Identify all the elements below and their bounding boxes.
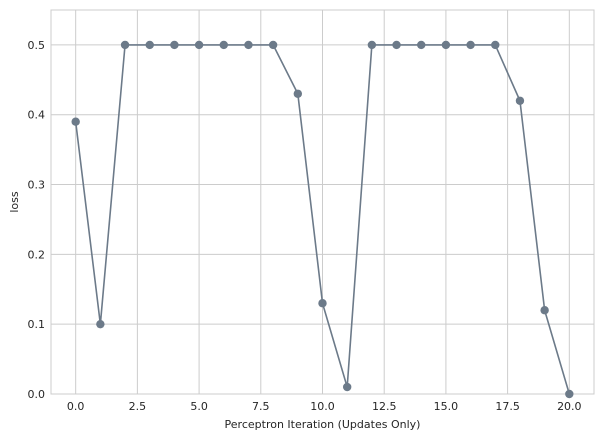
data-point-marker bbox=[268, 40, 278, 50]
y-tick-label: 0.3 bbox=[28, 179, 46, 192]
x-tick-label: 7.5 bbox=[252, 400, 270, 413]
y-tick-label: 0.1 bbox=[28, 318, 46, 331]
data-point-marker bbox=[194, 40, 204, 50]
data-point-marker bbox=[342, 382, 352, 392]
y-tick-label: 0.0 bbox=[28, 388, 46, 401]
data-point-marker bbox=[120, 40, 130, 50]
x-tick-label: 15.0 bbox=[434, 400, 459, 413]
grid bbox=[51, 10, 594, 395]
x-tick-label: 12.5 bbox=[372, 400, 397, 413]
y-axis-label: loss bbox=[8, 191, 21, 213]
series-markers bbox=[71, 40, 574, 399]
x-tick-label: 0.0 bbox=[67, 400, 85, 413]
data-point-marker bbox=[491, 40, 500, 50]
data-point-marker bbox=[145, 40, 154, 50]
data-point-marker bbox=[219, 40, 228, 50]
x-axis-ticks: 0.0 2.5 5.0 7.5 10.0 12.5 15.0 17.5 20.0 bbox=[67, 400, 582, 413]
data-point-marker bbox=[417, 40, 426, 50]
data-point-marker bbox=[293, 89, 303, 98]
data-point-marker bbox=[515, 96, 525, 105]
data-point-marker bbox=[540, 306, 549, 315]
data-point-marker bbox=[466, 40, 475, 50]
x-axis-label: Perceptron Iteration (Updates Only) bbox=[225, 418, 421, 431]
y-tick-label: 0.5 bbox=[28, 39, 46, 52]
x-tick-label: 20.0 bbox=[557, 400, 582, 413]
y-tick-label: 0.4 bbox=[28, 109, 46, 122]
y-axis-ticks: 0.0 0.1 0.2 0.3 0.4 0.5 bbox=[28, 39, 46, 401]
plot-area-frame bbox=[50, 9, 595, 395]
data-point-marker bbox=[244, 40, 253, 50]
data-point-marker bbox=[367, 40, 377, 50]
x-tick-label: 10.0 bbox=[310, 400, 335, 413]
y-tick-label: 0.2 bbox=[28, 248, 46, 261]
data-point-marker bbox=[96, 319, 105, 329]
data-point-marker bbox=[392, 40, 401, 50]
data-point-marker bbox=[71, 117, 80, 126]
x-tick-label: 17.5 bbox=[495, 400, 520, 413]
data-point-marker bbox=[565, 389, 574, 399]
x-tick-label: 2.5 bbox=[129, 400, 147, 413]
data-point-marker bbox=[318, 299, 327, 308]
data-point-marker bbox=[170, 40, 179, 50]
data-point-marker bbox=[441, 40, 451, 50]
x-tick-label: 5.0 bbox=[190, 400, 208, 413]
